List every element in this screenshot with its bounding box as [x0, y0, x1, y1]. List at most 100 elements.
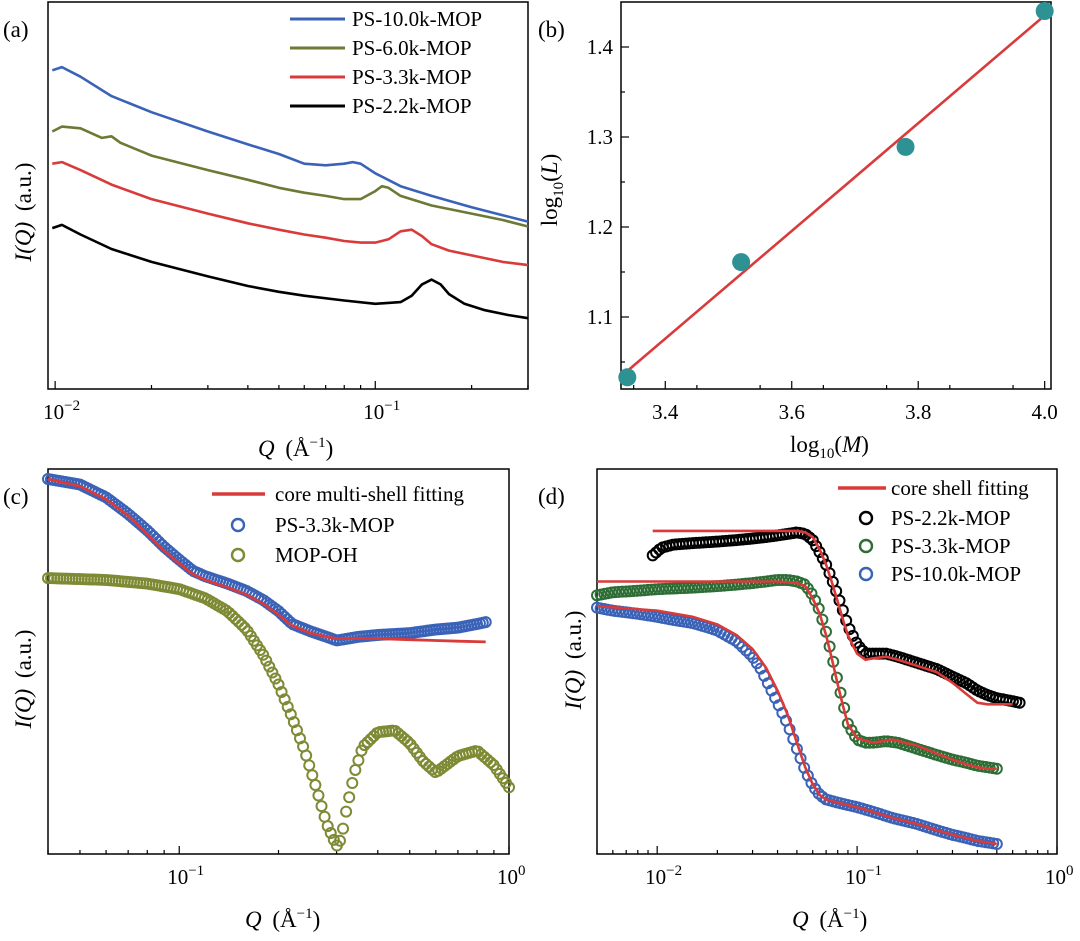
panel-c-xlabel-sup: −1	[297, 906, 313, 922]
panel-c-ylabel-var: I(Q)	[11, 689, 36, 730]
panel-d-point-ps-2-2k-mop	[806, 534, 819, 547]
panel-d-legend: core shell fitting PS-2.2k-MOP PS-3.3k-MOP…	[838, 476, 1029, 586]
panel-c-point-mop-oh	[337, 822, 350, 835]
panel-b-point	[618, 368, 637, 387]
panel-c-point-mop-oh	[352, 754, 365, 767]
panel-b-fit-line	[626, 14, 1046, 372]
panel-b-point	[896, 137, 915, 156]
panel-c-point-mop-oh	[321, 820, 334, 833]
panel-a-series-ps-3-3k-mop	[52, 160, 529, 267]
panel-a-legend-label-ps-3-3k-mop: PS-3.3k-MOP	[352, 65, 472, 89]
panel-c-point-mop-oh	[266, 666, 279, 679]
panel-b-ytick-label: 1.4	[587, 35, 614, 59]
panel-a-series-ps-2-2k-mop	[51, 223, 529, 320]
panel-c-point-mop-oh	[309, 779, 322, 792]
panel-c-point-mop-oh	[324, 827, 337, 840]
panel-d-legend-label-ps-2-2k-mop: PS-2.2k-MOP	[891, 506, 1011, 530]
panel-c-xtick-label: 100	[497, 863, 526, 889]
panel-a-xlabel-sup: −1	[310, 435, 326, 451]
panel-d-plot	[591, 526, 1026, 850]
panel-d-fit-ps-2-2k-mop	[652, 529, 1013, 706]
panel-d-ylabel: I(Q) (a.u.)	[561, 611, 586, 711]
panel-d-xtick-label: 10−1	[845, 863, 882, 889]
panel-a-ylabel: I(Q) (a.u.)	[11, 163, 36, 263]
panel-c-point-mop-oh	[223, 606, 236, 619]
panel-c-point-mop-oh	[364, 733, 377, 746]
panel-d-point-ps-10-0k-mop	[740, 644, 753, 657]
panel-d-xtick-label: 10−2	[645, 863, 682, 889]
panel-d-legend-marker-ps-3-3k-mop	[858, 538, 874, 554]
panel-b-ytick-label: 1.3	[587, 125, 613, 149]
panel-a-ticks: 10−2 10−1	[43, 381, 529, 424]
panel-d-xtick-label: 100	[1045, 863, 1074, 889]
panel-d-legend-label-ps-3-3k-mop: PS-3.3k-MOP	[891, 534, 1011, 558]
panel-c-fit-line	[47, 477, 486, 644]
panel-a-ylabel-var: I(Q)	[11, 222, 36, 263]
panel-c-xtick-label: 10−1	[167, 863, 204, 889]
panel-c-point-ps-3-3k-mop	[479, 616, 492, 629]
panel-a-legend-label-ps-10-0k-mop: PS-10.0k-MOP	[352, 7, 482, 31]
panel-d-legend-marker-ps-2-2k-mop	[858, 510, 874, 526]
panel-b-plot	[618, 2, 1054, 387]
panel-d-ylabel-var: I(Q)	[561, 670, 586, 711]
panel-d-label: (d)	[538, 484, 565, 509]
panel-a-frame	[47, 1, 529, 390]
panel-d-point-ps-3-3k-mop	[841, 717, 854, 730]
panel-b-ytick-label: 1.2	[587, 215, 613, 239]
panel-d-xlabel-var: Q	[792, 907, 809, 932]
panel-d: (d) 10−2 10−1 100 core shell fitting PS-2.2…	[538, 468, 1074, 932]
panel-c-point-mop-oh	[361, 736, 374, 749]
panel-c-point-mop-oh	[238, 621, 251, 634]
panel-a-ylabel-unit: (a.u.)	[11, 163, 36, 212]
panel-c-point-mop-oh	[284, 708, 297, 721]
panel-a-xtick-label: 10−1	[363, 398, 400, 424]
panel-d-legend-label-ps-10-0k-mop: PS-10.0k-MOP	[891, 562, 1021, 586]
panel-d-legend-marker-ps-10-0k-mop	[858, 566, 874, 582]
panel-d-ticks: 10−2 10−1 100	[596, 846, 1074, 889]
panel-c-point-mop-oh	[300, 749, 313, 762]
panel-b-xtick-label: 3.8	[905, 400, 931, 424]
panel-c-point-mop-oh	[340, 805, 353, 818]
panel-d-point-ps-2-2k-mop	[816, 552, 829, 565]
panel-b-xtick-label: 3.6	[779, 400, 805, 424]
panel-c-point-mop-oh	[281, 700, 294, 713]
panel-d-point-ps-2-2k-mop	[843, 623, 856, 636]
panel-a-legend-label-ps-6-0k-mop: PS-6.0k-MOP	[352, 36, 472, 60]
panel-a-xtick-label: 10−2	[43, 398, 80, 424]
panel-c-ylabel: I(Q) (a.u.)	[11, 630, 36, 730]
panel-a-series-ps-6-0k-mop	[51, 125, 529, 228]
panel-c-point-mop-oh	[232, 615, 245, 628]
panel-c-point-mop-oh	[358, 739, 371, 752]
panel-c-point-mop-oh	[260, 654, 273, 667]
panel-b-label: (b)	[538, 17, 565, 42]
panel-b: (b) 3.4 3.6 3.8 4.0 1.1 1.2 1.3 1.4 log10(M) lo…	[537, 1, 1058, 462]
panel-a-label: (a)	[3, 17, 29, 42]
panel-c-legend-marker-ps-3-3k-mop	[230, 517, 246, 533]
panel-a-series-ps-10-0k-mop	[51, 65, 529, 223]
panel-a: (a) 10−2 10−1 PS-10.0k-MOP PS-6.0k-MOP PS-3…	[3, 1, 529, 461]
panel-b-frame	[620, 1, 1052, 390]
panel-b-xlabel: log10(M)	[790, 432, 869, 462]
panel-c-point-mop-oh	[306, 769, 319, 782]
panel-c-legend-label-ps-3-3k-mop: PS-3.3k-MOP	[275, 513, 395, 537]
panel-c-xlabel-var: Q	[245, 907, 262, 932]
panel-d-ylabel-unit: (a.u.)	[561, 611, 586, 660]
panel-d-frame	[596, 468, 1058, 855]
panel-c-point-mop-oh	[226, 609, 239, 622]
panel-c-point-mop-oh	[303, 759, 316, 772]
panel-c-point-mop-oh	[312, 789, 325, 802]
panel-d-point-ps-2-2k-mop	[646, 549, 659, 562]
panel-c-xlabel-unit: (Å	[272, 907, 297, 932]
panel-c-point-mop-oh	[343, 791, 356, 804]
panel-c: (c) 10−1 100 core multi-shell fitting PS-3…	[3, 468, 526, 932]
panel-c-point-mop-oh	[484, 756, 497, 769]
panel-d-point-ps-2-2k-mop	[803, 531, 816, 544]
panel-d-point-ps-10-0k-mop	[812, 787, 825, 800]
panel-a-xlabel-unit: (Å	[285, 436, 310, 461]
panel-d-point-ps-2-2k-mop	[1013, 696, 1026, 709]
panel-c-legend-marker-mop-oh	[230, 547, 246, 563]
panel-a-xlabel-var: Q	[258, 436, 275, 461]
panel-d-xlabel: Q (Å−1)	[792, 906, 867, 932]
panel-c-point-mop-oh	[257, 648, 270, 661]
panel-d-point-ps-3-3k-mop	[845, 724, 858, 737]
